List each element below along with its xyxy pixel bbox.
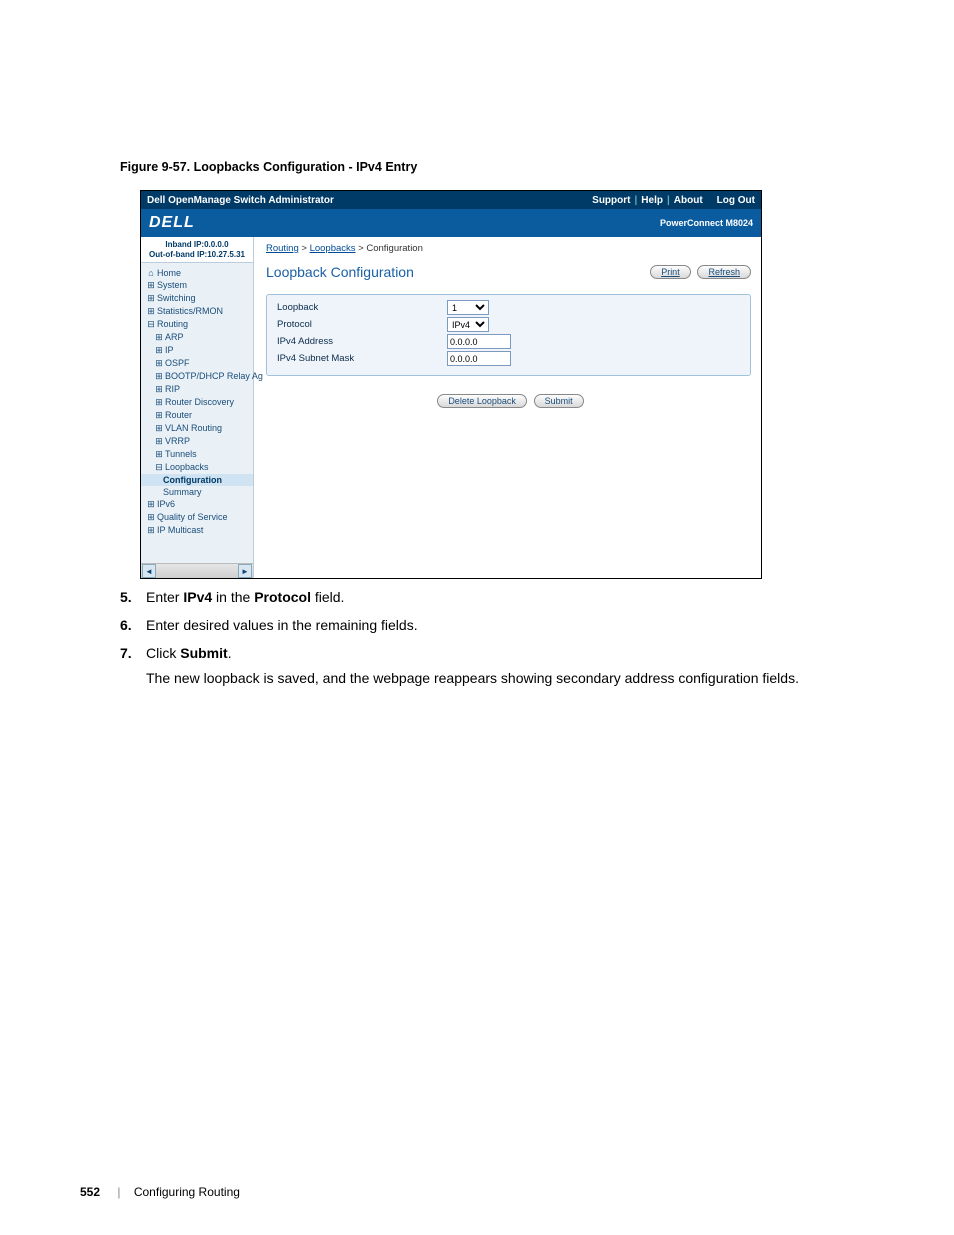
ipv4-mask-input[interactable] [447,351,511,366]
nav-bootp[interactable]: ⊞BOOTP/DHCP Relay Ag [141,370,253,383]
home-icon: ⌂ [147,268,155,278]
ipv4-mask-label: IPv4 Subnet Mask [277,353,447,364]
nav-ip[interactable]: ⊞IP [141,344,253,357]
instruction-step: 7.Click Submit. [120,643,894,665]
plus-icon: ⊞ [147,512,155,523]
nav-routing[interactable]: ⊟Routing [141,318,253,331]
loopback-select[interactable]: 1 [447,300,489,315]
instruction-step: 5.Enter IPv4 in the Protocol field. [120,587,894,609]
protocol-select[interactable]: IPv4 [447,317,489,332]
breadcrumb-routing[interactable]: Routing [266,243,299,254]
page-title: Loopback Configuration [266,264,414,280]
nav-ospf[interactable]: ⊞OSPF [141,357,253,370]
nav-tunnels[interactable]: ⊞Tunnels [141,448,253,461]
nav-router-discovery[interactable]: ⊞Router Discovery [141,396,253,409]
nav-loopbacks-summary[interactable]: Summary [141,486,253,498]
plus-icon: ⊞ [147,306,155,317]
nav-tree: ⌂Home ⊞System ⊞Switching ⊞Statistics/RMO… [141,263,253,563]
nav-ipv6[interactable]: ⊞IPv6 [141,498,253,511]
step-number: 6. [120,615,146,637]
plus-icon: ⊞ [155,384,163,395]
ipv4-address-label: IPv4 Address [277,336,447,347]
plus-icon: ⊞ [155,371,163,382]
app-title: Dell OpenManage Switch Administrator [147,195,592,206]
plus-icon: ⊞ [155,449,163,460]
breadcrumb-loopbacks[interactable]: Loopbacks [310,243,356,254]
protocol-label: Protocol [277,319,447,330]
screenshot-container: Dell OpenManage Switch Administrator Sup… [140,190,762,579]
step-number: 5. [120,587,146,609]
nav-switching[interactable]: ⊞Switching [141,292,253,305]
device-label: PowerConnect M8024 [660,218,753,228]
nav-vlan-routing[interactable]: ⊞VLAN Routing [141,422,253,435]
step-text: Click Submit. [146,643,894,665]
dell-logo: DELL [149,214,195,232]
ipv4-address-input[interactable] [447,334,511,349]
minus-icon: ⊟ [155,462,163,473]
step-text: Enter desired values in the remaining fi… [146,615,894,637]
nav-qos[interactable]: ⊞Quality of Service [141,511,253,524]
nav-arp[interactable]: ⊞ARP [141,331,253,344]
config-form: Loopback 1 Protocol IPv4 IPv4 Address [266,294,751,376]
instruction-list: 5.Enter IPv4 in the Protocol field.6.Ent… [120,587,894,664]
plus-icon: ⊞ [147,499,155,510]
footer-separator: | [117,1185,120,1199]
nav-loopbacks[interactable]: ⊟Loopbacks [141,461,253,474]
instruction-step: 6.Enter desired values in the remaining … [120,615,894,637]
ip-info-box: Inband IP:0.0.0.0 Out-of-band IP:10.27.5… [141,237,253,263]
footer-section: Configuring Routing [134,1185,240,1199]
followup-text: The new loopback is saved, and the webpa… [146,670,894,686]
print-button[interactable]: Print [650,265,691,279]
main-content: Routing > Loopbacks > Configuration Loop… [254,237,761,578]
logo-bar: DELL PowerConnect M8024 [141,209,761,237]
page-number: 552 [80,1185,100,1199]
plus-icon: ⊞ [155,410,163,421]
plus-icon: ⊞ [147,293,155,304]
plus-icon: ⊞ [155,358,163,369]
topbar-logout-link[interactable]: Log Out [717,195,755,206]
topbar-about-link[interactable]: About [674,195,703,206]
topbar-help-link[interactable]: Help [641,195,663,206]
nav-system[interactable]: ⊞System [141,279,253,292]
scroll-left-icon[interactable]: ◄ [142,564,156,578]
oob-ip: Out-of-band IP:10.27.5.31 [145,250,249,260]
plus-icon: ⊞ [147,525,155,536]
breadcrumb-current: Configuration [366,243,423,254]
plus-icon: ⊞ [155,436,163,447]
step-number: 7. [120,643,146,665]
figure-caption: Figure 9-57. Loopbacks Configuration - I… [120,160,894,174]
plus-icon: ⊞ [155,423,163,434]
plus-icon: ⊞ [155,332,163,343]
submit-button[interactable]: Submit [534,394,584,408]
nav-vrrp[interactable]: ⊞VRRP [141,435,253,448]
loopback-label: Loopback [277,302,447,313]
nav-rip[interactable]: ⊞RIP [141,383,253,396]
sidebar-hscroll[interactable]: ◄ ► [141,563,253,578]
plus-icon: ⊞ [155,397,163,408]
sidebar: Inband IP:0.0.0.0 Out-of-band IP:10.27.5… [141,237,254,578]
minus-icon: ⊟ [147,319,155,330]
breadcrumb: Routing > Loopbacks > Configuration [266,237,751,264]
inband-ip: Inband IP:0.0.0.0 [145,240,249,250]
plus-icon: ⊞ [147,280,155,291]
delete-loopback-button[interactable]: Delete Loopback [437,394,527,408]
refresh-button[interactable]: Refresh [697,265,751,279]
nav-ip-multicast[interactable]: ⊞IP Multicast [141,524,253,537]
page-footer: 552 | Configuring Routing [80,1185,240,1199]
plus-icon: ⊞ [155,345,163,356]
scroll-right-icon[interactable]: ► [238,564,252,578]
topbar-support-link[interactable]: Support [592,195,630,206]
nav-stats[interactable]: ⊞Statistics/RMON [141,305,253,318]
nav-router[interactable]: ⊞Router [141,409,253,422]
step-text: Enter IPv4 in the Protocol field. [146,587,894,609]
nav-loopbacks-config[interactable]: Configuration [141,474,253,486]
app-topbar: Dell OpenManage Switch Administrator Sup… [141,191,761,209]
nav-home[interactable]: ⌂Home [141,267,253,279]
